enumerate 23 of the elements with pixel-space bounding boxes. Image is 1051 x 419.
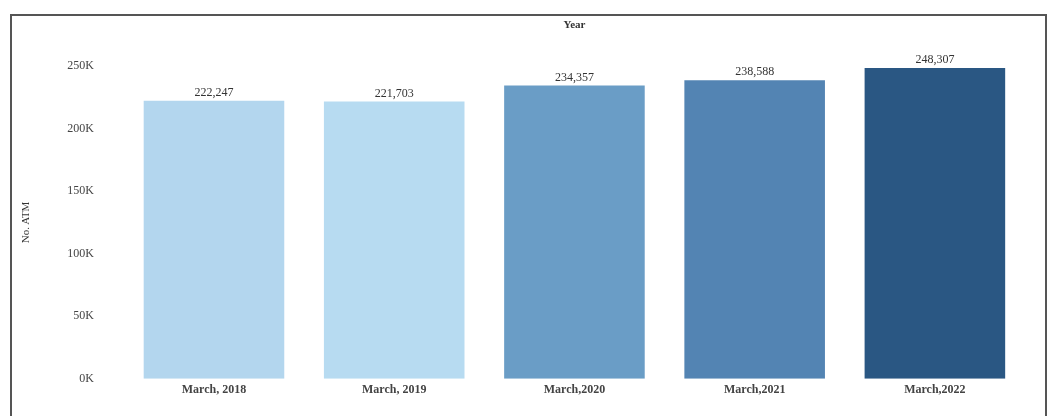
bar bbox=[864, 68, 1006, 379]
bar bbox=[323, 101, 465, 379]
x-axis-title: Year bbox=[563, 18, 586, 31]
data-label: 222,247 bbox=[194, 84, 234, 99]
y-axis-title: No. ATM bbox=[19, 201, 32, 244]
y-tick-label: 200K bbox=[67, 120, 95, 135]
data-label: 248,307 bbox=[915, 52, 955, 67]
y-tick-label: 100K bbox=[67, 245, 95, 260]
y-tick-label: 150K bbox=[67, 183, 95, 198]
x-tick-label: March,2022 bbox=[904, 382, 966, 397]
data-label: 238,588 bbox=[735, 64, 775, 79]
data-label: 234,357 bbox=[554, 69, 594, 84]
y-tick-label: 50K bbox=[73, 308, 95, 323]
data-label: 221,703 bbox=[374, 85, 414, 100]
x-tick-label: March,2020 bbox=[543, 382, 606, 397]
x-tick-label: March,2021 bbox=[723, 382, 786, 397]
y-tick-label: 250K bbox=[67, 58, 95, 73]
bar bbox=[143, 100, 285, 379]
bar bbox=[504, 85, 645, 379]
bar bbox=[684, 80, 825, 379]
y-tick-label: 0K bbox=[79, 370, 95, 385]
x-tick-label: March, 2019 bbox=[361, 382, 427, 397]
x-tick-label: March, 2018 bbox=[181, 382, 247, 397]
